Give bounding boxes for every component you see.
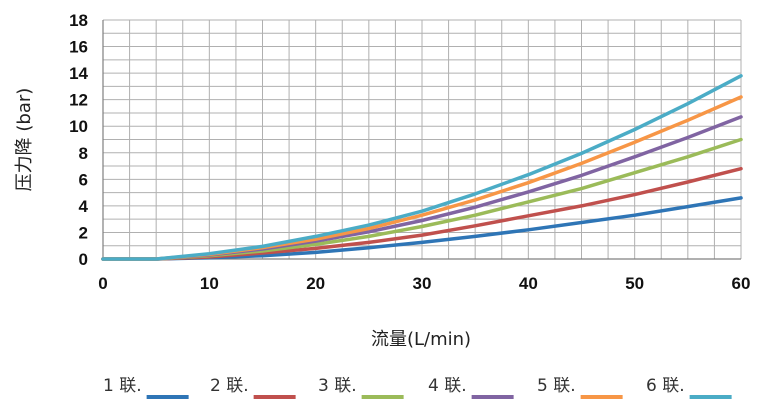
y-tick-label: 16	[69, 38, 88, 57]
x-tick-label: 50	[625, 274, 644, 293]
y-tick-label: 10	[69, 117, 88, 136]
x-tick-label: 20	[306, 274, 325, 293]
y-tick-label: 6	[79, 170, 88, 189]
legend-label-1: 1 联.	[103, 376, 142, 396]
y-tick-label: 12	[69, 91, 88, 110]
legend-label-6: 6 联.	[646, 376, 685, 396]
legend: 1 联. 2 联. 3 联. 4 联. 5 联. 6 联.	[103, 376, 732, 399]
tick-labels: 0 10 20 30 40 50 60 0 2 4 6 8 10 12 14 16 18	[69, 11, 750, 293]
legend-label-4: 4 联.	[428, 376, 467, 396]
y-tick-label: 0	[79, 250, 88, 269]
y-tick-label: 8	[79, 144, 88, 163]
x-tick-label: 60	[732, 274, 751, 293]
y-tick-label: 18	[69, 11, 88, 30]
series-lines	[101, 74, 743, 261]
legend-label-5: 5 联.	[537, 376, 576, 396]
y-axis-title: 压力降 (bar)	[14, 88, 35, 192]
series-line-6	[101, 74, 743, 261]
x-tick-label: 30	[413, 274, 432, 293]
y-tick-label: 2	[79, 223, 88, 242]
y-tick-label: 14	[69, 64, 88, 83]
legend-label-3: 3 联.	[318, 376, 357, 396]
y-tick-label: 4	[79, 197, 89, 216]
x-axis-title: 流量(L/min)	[371, 329, 471, 350]
x-tick-label: 40	[519, 274, 538, 293]
x-tick-label: 10	[200, 274, 219, 293]
x-tick-label: 0	[98, 274, 107, 293]
legend-label-2: 2 联.	[210, 376, 249, 396]
